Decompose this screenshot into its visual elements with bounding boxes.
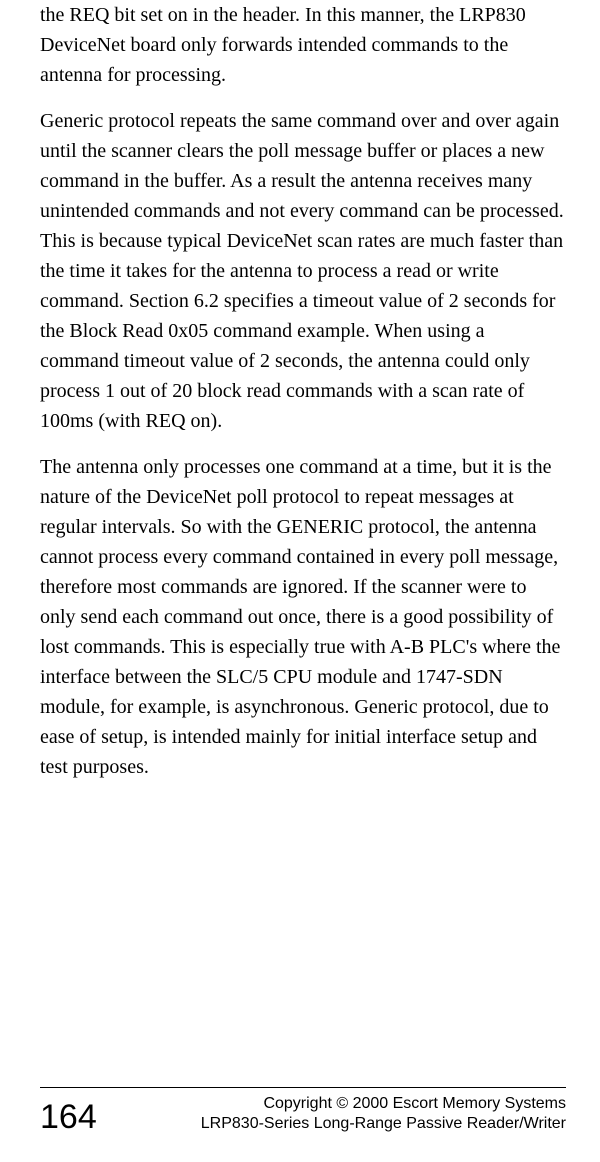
page-footer: 164 Copyright © 2000 Escort Memory Syste… bbox=[40, 1094, 566, 1162]
body-text: the REQ bit set on in the header. In thi… bbox=[40, 0, 566, 1087]
copyright-line-1: Copyright © 2000 Escort Memory Systems bbox=[201, 1094, 566, 1114]
paragraph: Generic protocol repeats the same comman… bbox=[40, 106, 566, 436]
copyright-line-2: LRP830-Series Long-Range Passive Reader/… bbox=[201, 1114, 566, 1134]
paragraph: the REQ bit set on in the header. In thi… bbox=[40, 0, 566, 90]
footer-divider bbox=[40, 1087, 566, 1088]
copyright-block: Copyright © 2000 Escort Memory Systems L… bbox=[201, 1094, 566, 1134]
page: the REQ bit set on in the header. In thi… bbox=[0, 0, 600, 1162]
page-number: 164 bbox=[40, 1100, 97, 1134]
paragraph: The antenna only processes one command a… bbox=[40, 452, 566, 782]
